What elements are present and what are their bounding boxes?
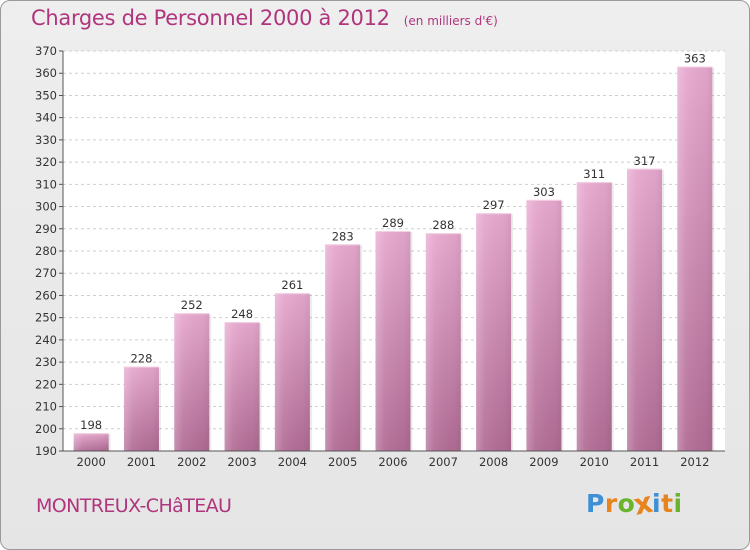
chart-title: Charges de Personnel 2000 à 2012 (en mill… bbox=[31, 6, 498, 30]
value-label: 261 bbox=[281, 278, 303, 292]
bar-highlight bbox=[576, 182, 612, 451]
y-tick-label: 200 bbox=[35, 422, 57, 436]
bar-highlight bbox=[174, 313, 210, 451]
x-tick-label: 2006 bbox=[378, 455, 407, 469]
bar-highlight bbox=[325, 244, 361, 451]
y-tick-label: 210 bbox=[35, 400, 57, 414]
x-tick-label: 2002 bbox=[177, 455, 206, 469]
bars bbox=[73, 66, 715, 452]
logo-letter: P bbox=[586, 489, 605, 518]
logo-letter: r bbox=[604, 489, 618, 518]
value-label: 198 bbox=[80, 418, 102, 432]
y-tick-label: 310 bbox=[35, 177, 57, 191]
x-tick-label: 2010 bbox=[580, 455, 609, 469]
bar-highlight bbox=[627, 168, 663, 451]
proxiti-logo: Proxiti bbox=[586, 485, 683, 522]
x-tick-label: 2012 bbox=[680, 455, 709, 469]
y-tick-label: 190 bbox=[35, 444, 57, 458]
bar-highlight bbox=[375, 231, 411, 451]
logo-letter: i bbox=[652, 489, 662, 518]
x-tick-label: 2008 bbox=[479, 455, 508, 469]
y-tick-label: 330 bbox=[35, 133, 57, 147]
y-tick-label: 360 bbox=[35, 66, 57, 80]
y-tick-label: 350 bbox=[35, 88, 57, 102]
x-tick-label: 2005 bbox=[328, 455, 357, 469]
logo-letter: i bbox=[673, 489, 683, 518]
value-label: 252 bbox=[181, 298, 203, 312]
bar-highlight bbox=[526, 199, 562, 451]
y-tick-label: 260 bbox=[35, 288, 57, 302]
logo-letter: t bbox=[661, 489, 674, 518]
value-labels: 198 228 252 248 261 283 289 288 297 303 311 317 363 bbox=[80, 52, 706, 433]
bar-highlight bbox=[123, 366, 159, 451]
city-name: MONTREUX-CHâTEAU bbox=[36, 495, 232, 517]
bar-highlight bbox=[476, 213, 512, 451]
x-tick-label: 2000 bbox=[77, 455, 106, 469]
x-tick-label: 2007 bbox=[429, 455, 458, 469]
value-label: 297 bbox=[483, 198, 505, 212]
bar-highlight bbox=[677, 66, 713, 452]
y-tick-label: 240 bbox=[35, 333, 57, 347]
value-label: 288 bbox=[432, 218, 454, 232]
x-tick-label: 2003 bbox=[227, 455, 256, 469]
value-label: 311 bbox=[583, 167, 605, 181]
value-label: 303 bbox=[533, 185, 555, 199]
bar-highlight bbox=[425, 233, 461, 451]
y-tick-label: 370 bbox=[35, 44, 57, 58]
x-tick-label: 2004 bbox=[278, 455, 307, 469]
y-tick-label: 270 bbox=[35, 266, 57, 280]
title-text: Charges de Personnel 2000 à 2012 bbox=[31, 6, 390, 30]
y-tick-label: 320 bbox=[35, 155, 57, 169]
value-label: 248 bbox=[231, 307, 253, 321]
y-tick-label: 230 bbox=[35, 355, 57, 369]
axes: 190 200 210 220 230 240 250 260 270 280 290 300 310 3… bbox=[35, 44, 725, 469]
bar-highlight bbox=[73, 433, 109, 451]
y-tick-label: 220 bbox=[35, 377, 57, 391]
x-tick-label: 2009 bbox=[529, 455, 558, 469]
y-tick-label: 340 bbox=[35, 111, 57, 125]
bar-highlight bbox=[274, 293, 310, 451]
value-label: 228 bbox=[130, 352, 152, 366]
x-tick-label: 2001 bbox=[127, 455, 156, 469]
bar-highlight bbox=[224, 322, 260, 451]
value-label: 283 bbox=[332, 229, 354, 243]
y-tick-label: 250 bbox=[35, 311, 57, 325]
value-label: 317 bbox=[634, 154, 656, 168]
value-label: 363 bbox=[684, 52, 706, 66]
y-tick-label: 290 bbox=[35, 222, 57, 236]
value-label: 289 bbox=[382, 216, 404, 230]
logo-letter: o bbox=[617, 489, 636, 518]
y-tick-label: 300 bbox=[35, 200, 57, 214]
unit-note: (en milliers d'€) bbox=[403, 14, 498, 28]
x-tick-label: 2011 bbox=[630, 455, 659, 469]
y-tick-label: 280 bbox=[35, 244, 57, 258]
